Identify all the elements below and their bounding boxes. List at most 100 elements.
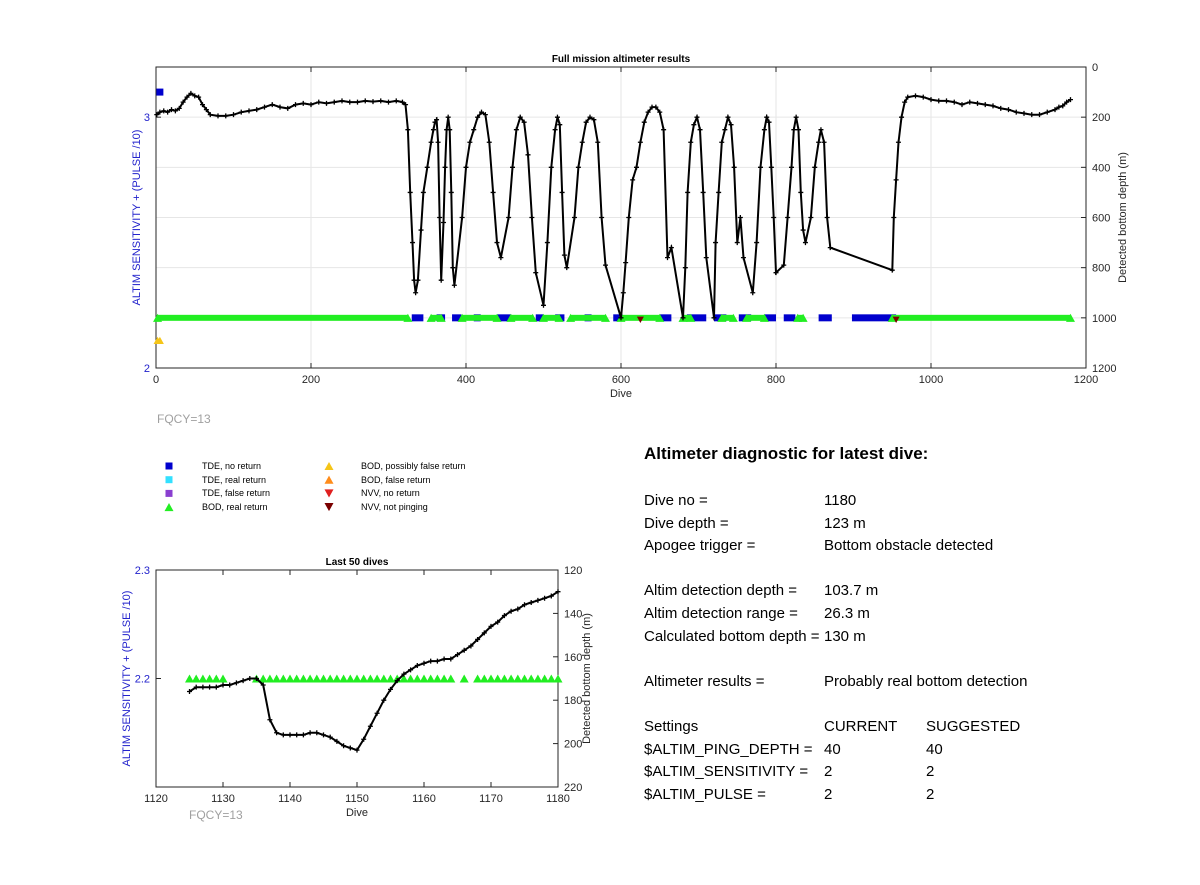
bottom-depth-point	[793, 114, 799, 120]
bottom-depth-point	[188, 90, 194, 96]
legend-label: NVV, no return	[361, 488, 420, 499]
bod-possibly-false-marker	[155, 336, 164, 345]
apogee-label: Apogee trigger =	[644, 537, 756, 555]
legend-label: TDE, no return	[202, 461, 262, 471]
legend-marker-triangle	[324, 461, 334, 471]
bottom-depth-point	[362, 98, 368, 104]
bottom-depth-point	[513, 127, 519, 133]
bottom-depth-point	[200, 102, 205, 108]
bottom-depth-point	[731, 164, 737, 170]
bottom-depth-point	[1056, 104, 1062, 110]
bod-real-return-marker	[292, 674, 302, 683]
y-left-tick-label: 2.2	[135, 674, 150, 686]
bottom-depth-point	[441, 220, 447, 226]
bottom-depth-point	[247, 676, 253, 681]
bottom-depth-point	[771, 215, 777, 220]
bottom-depth-point	[405, 127, 411, 133]
bottom-depth-point	[554, 114, 560, 120]
bottom-depth-point	[438, 277, 444, 283]
bottom-depth-point	[394, 678, 400, 684]
bottom-depth-point	[501, 613, 507, 619]
y-right-tick-label: 1000	[1092, 313, 1116, 325]
legend-marker-square	[165, 462, 173, 470]
settings-header-label: Settings	[644, 717, 699, 735]
bod-real-return-marker	[554, 313, 564, 322]
x-tick-label: 1140	[278, 793, 302, 805]
bod-real-return-marker	[379, 674, 389, 683]
bottom-depth-point	[548, 593, 554, 599]
bod-real-return-marker	[205, 674, 215, 683]
settings-header-row: Settings CURRENT SUGGESTED	[644, 716, 1164, 739]
bottom-depth-point	[479, 109, 484, 115]
y-right-tick-label: 200	[1092, 112, 1110, 124]
last-50-dives-chart: 1120 1130 1140 1150 1160 1170 1180 2.2 2.3 120 140…	[121, 557, 593, 819]
bottom-depth-point	[528, 600, 534, 606]
bottom-depth-point	[424, 164, 430, 170]
bod-real-return-marker	[717, 313, 727, 322]
bod-real-return-marker	[1066, 313, 1075, 322]
bottom-depth-point	[740, 255, 746, 261]
bottom-depth-point	[889, 267, 895, 273]
tde-no-return-marker	[535, 314, 544, 322]
bottom-depth-point	[737, 215, 743, 220]
bod-real-return-marker	[540, 674, 550, 683]
bottom-depth-point	[300, 100, 306, 106]
bod-real-return-marker	[526, 674, 536, 683]
bottom-depth-point	[703, 255, 709, 261]
bod-real-return-marker	[359, 674, 369, 683]
setting-label: $ALTIM_PING_DEPTH =	[644, 740, 813, 758]
bottom-depth-point	[374, 710, 380, 716]
setting-suggested: 2	[926, 785, 935, 803]
bod-real-return-marker	[510, 314, 533, 321]
x-tick-label: 200	[302, 374, 320, 386]
bottom-depth-point	[905, 94, 911, 100]
bottom-depth-point	[448, 656, 454, 662]
bottom-depth-point	[975, 100, 980, 106]
bottom-depth-point	[895, 139, 901, 145]
bottom-depth-point	[414, 662, 420, 668]
bottom-depth-point	[1021, 110, 1027, 116]
bod-real-return-marker	[506, 313, 516, 322]
bod-real-return-marker	[601, 313, 610, 322]
bottom-depth-point	[808, 215, 814, 220]
bottom-depth-point	[401, 671, 407, 677]
bod-real-return-marker	[352, 674, 362, 683]
bottom-depth-point	[494, 240, 500, 246]
bottom-depth-point	[475, 636, 481, 642]
bottom-depth-point	[184, 94, 190, 100]
bottom-depth-point	[781, 262, 787, 268]
bottom-depth-point	[231, 112, 236, 118]
y-right-tick-label: 600	[1092, 213, 1110, 225]
bottom-depth-point	[176, 105, 182, 111]
y-right-axis-label: Detected bottom depth (m)	[1117, 152, 1129, 283]
bottom-depth-point	[367, 723, 373, 729]
tde-no-return-marker	[497, 314, 511, 322]
tde-no-return-marker	[764, 314, 776, 322]
x-tick-label: 1000	[919, 374, 943, 386]
bod-real-return-marker	[499, 674, 509, 683]
x-tick-label: 1150	[345, 793, 369, 805]
y-right-tick-label: 180	[564, 695, 582, 707]
bod-real-return-marker	[312, 674, 322, 683]
results-label: Altimeter results =	[644, 672, 765, 690]
setting-current: 2	[824, 763, 833, 781]
setting-row: $ALTIM_PING_DEPTH = 40 40	[644, 739, 1164, 762]
setting-row: $ALTIM_PULSE = 2 2	[644, 784, 1164, 807]
bottom-depth-point	[668, 245, 674, 251]
setting-label: $ALTIM_SENSITIVITY =	[644, 763, 809, 781]
bottom-depth-point	[548, 164, 554, 170]
bottom-depth-point	[280, 732, 286, 738]
bottom-depth-point	[187, 689, 192, 695]
bottom-depth-point	[428, 139, 434, 145]
bod-real-return-marker	[728, 313, 738, 322]
bottom-depth-point	[800, 227, 806, 233]
bottom-depth-point	[386, 99, 391, 105]
bottom-depth-point	[587, 114, 593, 120]
nvv-not-pinging-marker	[636, 316, 644, 323]
x-tick-label: 1180	[546, 793, 570, 805]
bottom-depth-point	[535, 597, 541, 603]
bottom-depth-point	[172, 108, 178, 114]
bottom-depth-point	[461, 647, 467, 653]
bottom-depth-point	[260, 682, 266, 688]
bottom-depth-point	[331, 99, 337, 105]
